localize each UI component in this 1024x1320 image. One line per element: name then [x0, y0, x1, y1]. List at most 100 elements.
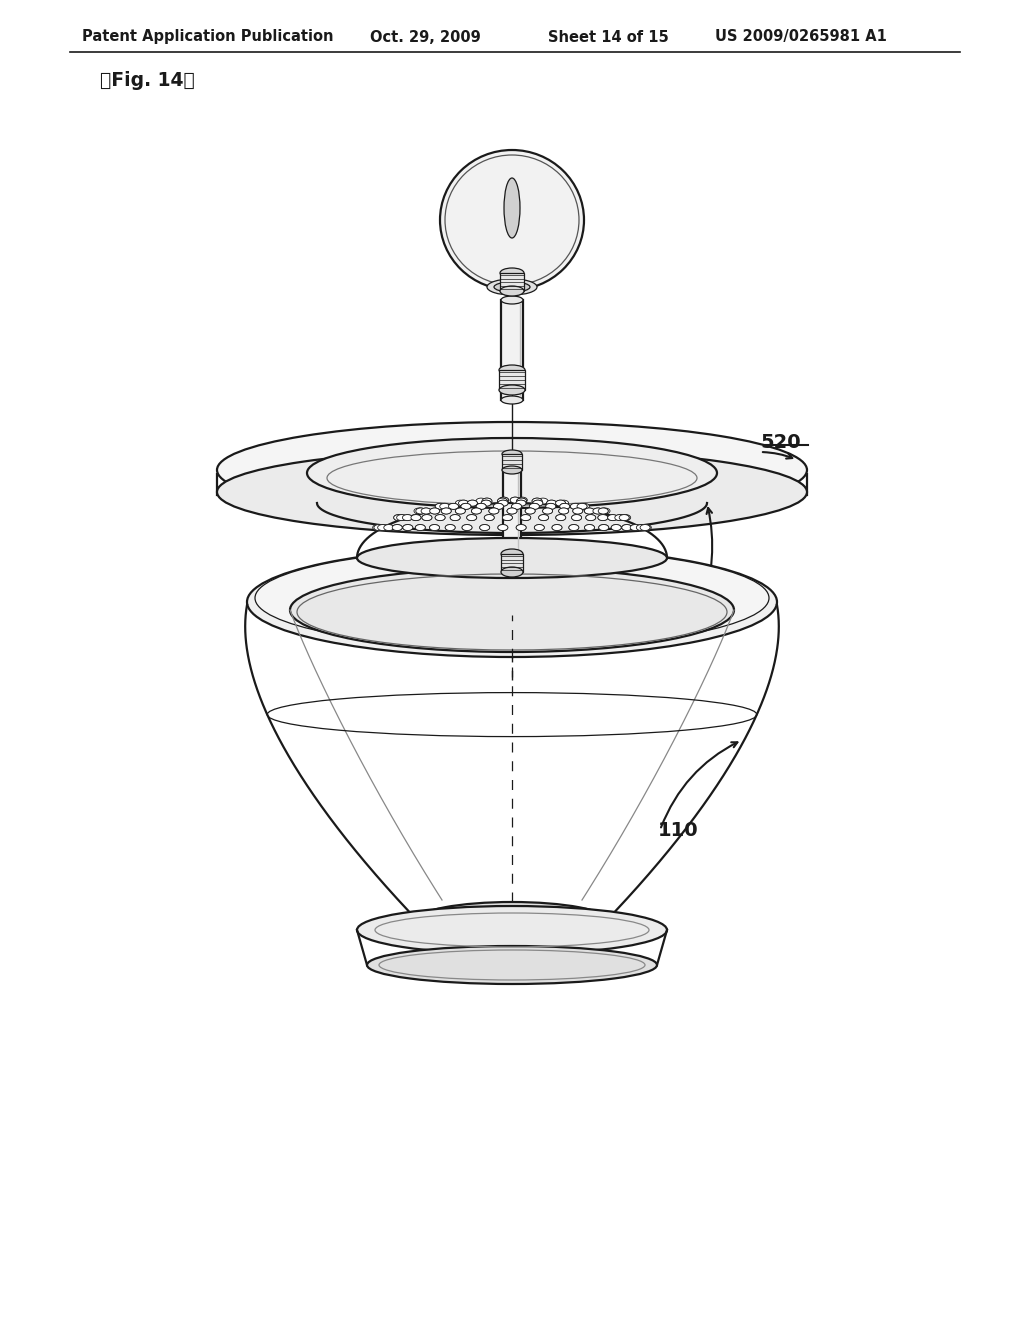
- Ellipse shape: [414, 508, 424, 513]
- Ellipse shape: [622, 524, 632, 531]
- Ellipse shape: [538, 498, 548, 504]
- Ellipse shape: [598, 515, 608, 520]
- Ellipse shape: [580, 503, 590, 510]
- Ellipse shape: [393, 515, 403, 520]
- Ellipse shape: [532, 500, 543, 506]
- Ellipse shape: [552, 524, 562, 531]
- Ellipse shape: [396, 515, 407, 520]
- Ellipse shape: [357, 539, 667, 578]
- Ellipse shape: [467, 500, 477, 506]
- Ellipse shape: [611, 524, 622, 531]
- Ellipse shape: [559, 500, 568, 506]
- Ellipse shape: [290, 568, 734, 652]
- Ellipse shape: [445, 524, 456, 531]
- Ellipse shape: [422, 515, 432, 520]
- Ellipse shape: [430, 508, 439, 513]
- Ellipse shape: [487, 279, 537, 294]
- Ellipse shape: [456, 508, 465, 513]
- Ellipse shape: [456, 500, 465, 506]
- Ellipse shape: [620, 515, 629, 520]
- Ellipse shape: [535, 524, 545, 531]
- Ellipse shape: [593, 508, 603, 513]
- Ellipse shape: [374, 524, 384, 531]
- Ellipse shape: [599, 524, 608, 531]
- Ellipse shape: [482, 498, 492, 504]
- Ellipse shape: [396, 515, 407, 520]
- Ellipse shape: [441, 508, 452, 513]
- Ellipse shape: [498, 498, 508, 504]
- Ellipse shape: [559, 508, 568, 513]
- Ellipse shape: [516, 524, 526, 531]
- Ellipse shape: [607, 515, 617, 520]
- Ellipse shape: [585, 524, 595, 531]
- Ellipse shape: [516, 500, 526, 506]
- Ellipse shape: [546, 503, 556, 510]
- Text: Patent Application Publication: Patent Application Publication: [82, 29, 334, 45]
- Ellipse shape: [547, 500, 557, 506]
- Ellipse shape: [501, 549, 523, 558]
- Ellipse shape: [532, 500, 543, 506]
- Ellipse shape: [402, 515, 413, 520]
- Ellipse shape: [586, 515, 596, 520]
- Ellipse shape: [607, 515, 617, 520]
- Ellipse shape: [539, 515, 549, 520]
- Ellipse shape: [430, 508, 439, 513]
- Ellipse shape: [501, 296, 523, 304]
- Ellipse shape: [520, 515, 530, 520]
- Ellipse shape: [516, 500, 526, 506]
- Ellipse shape: [476, 503, 486, 510]
- Ellipse shape: [502, 466, 522, 474]
- Ellipse shape: [421, 508, 431, 513]
- Ellipse shape: [416, 524, 425, 531]
- Ellipse shape: [416, 508, 426, 513]
- Ellipse shape: [510, 498, 520, 503]
- Ellipse shape: [622, 524, 632, 531]
- Ellipse shape: [467, 515, 477, 520]
- Ellipse shape: [543, 508, 553, 513]
- Ellipse shape: [479, 524, 489, 531]
- Ellipse shape: [560, 503, 569, 510]
- Ellipse shape: [510, 498, 520, 503]
- Bar: [503, 470, 521, 553]
- Ellipse shape: [516, 498, 526, 504]
- Ellipse shape: [451, 515, 460, 520]
- Ellipse shape: [593, 508, 603, 513]
- Ellipse shape: [572, 508, 583, 513]
- Ellipse shape: [429, 524, 439, 531]
- Ellipse shape: [499, 385, 525, 395]
- Ellipse shape: [476, 498, 486, 504]
- Ellipse shape: [585, 508, 594, 513]
- Ellipse shape: [488, 508, 499, 513]
- Bar: [502, 454, 522, 470]
- Ellipse shape: [503, 515, 512, 520]
- Ellipse shape: [471, 508, 481, 513]
- Ellipse shape: [559, 508, 568, 513]
- Ellipse shape: [416, 508, 426, 513]
- Bar: [500, 273, 524, 290]
- Ellipse shape: [484, 515, 495, 520]
- Ellipse shape: [512, 503, 521, 510]
- Ellipse shape: [570, 503, 581, 510]
- Ellipse shape: [459, 500, 468, 506]
- Ellipse shape: [598, 508, 608, 513]
- Ellipse shape: [640, 524, 650, 531]
- Ellipse shape: [435, 503, 445, 510]
- Ellipse shape: [247, 546, 777, 657]
- Ellipse shape: [498, 524, 508, 531]
- Ellipse shape: [402, 515, 413, 520]
- Ellipse shape: [416, 524, 425, 531]
- Ellipse shape: [501, 396, 523, 404]
- Ellipse shape: [422, 515, 432, 520]
- Ellipse shape: [441, 508, 452, 513]
- Ellipse shape: [435, 503, 445, 510]
- Ellipse shape: [499, 366, 525, 375]
- Ellipse shape: [516, 524, 526, 531]
- Ellipse shape: [636, 524, 646, 531]
- Ellipse shape: [456, 508, 465, 513]
- Ellipse shape: [585, 524, 595, 531]
- Text: 110: 110: [658, 821, 698, 840]
- Ellipse shape: [500, 268, 524, 279]
- Ellipse shape: [484, 515, 495, 520]
- Ellipse shape: [517, 498, 527, 503]
- Ellipse shape: [546, 503, 556, 510]
